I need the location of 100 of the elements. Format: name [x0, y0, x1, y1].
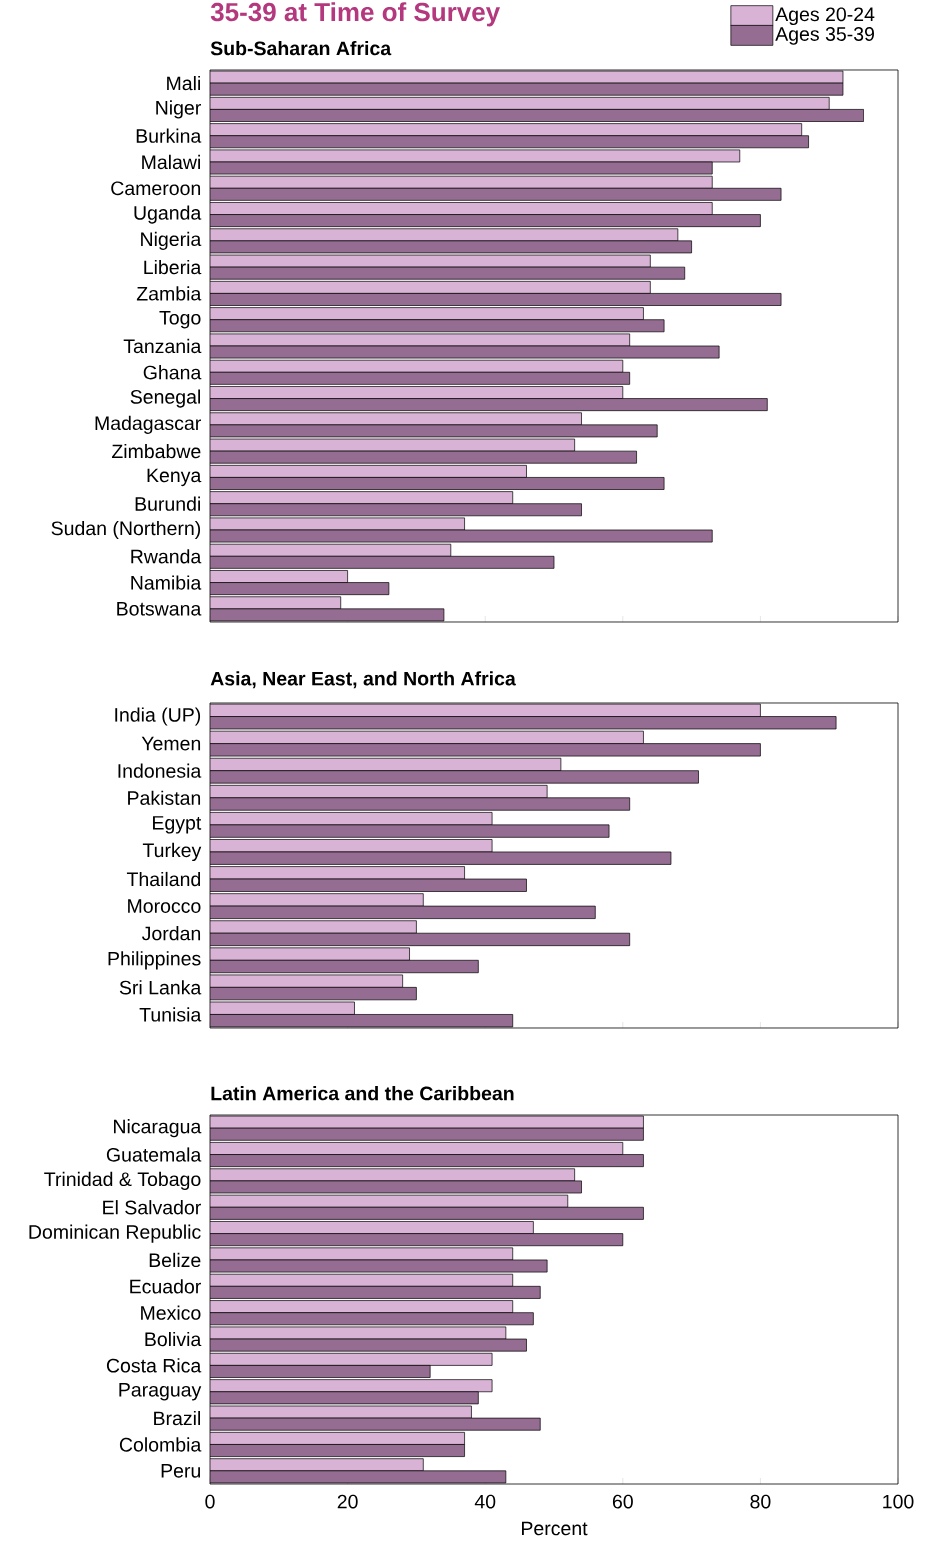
- y-tick-label: Rwanda: [131, 549, 202, 564]
- bar: [210, 464, 527, 478]
- y-tick-label: Malawi: [142, 154, 200, 170]
- bar: [210, 1285, 541, 1299]
- x-axis-title: Percent: [522, 1521, 588, 1536]
- y-tick-label: Morocco: [128, 899, 201, 913]
- y-tick-label: Nicaragua: [114, 1119, 202, 1138]
- bar: [210, 187, 782, 201]
- y-tick-label: Peru: [161, 1464, 200, 1478]
- bar: [210, 947, 410, 961]
- bar: [210, 1273, 514, 1287]
- bar: [210, 555, 555, 569]
- bar: [210, 135, 809, 149]
- bar: [210, 1300, 514, 1314]
- x-tick-label: 0: [205, 1494, 215, 1509]
- chart-subtitle: Sub-Saharan Africa: [210, 41, 392, 56]
- y-tick-label: Ecuador: [130, 1279, 201, 1294]
- y-tick-label: Zambia: [136, 286, 202, 301]
- bar: [210, 1168, 575, 1182]
- bar: [210, 570, 348, 583]
- y-tick-label: Sudan (Northern): [51, 520, 201, 540]
- bar: [210, 770, 699, 784]
- bar: [210, 1127, 644, 1141]
- bar: [210, 450, 637, 464]
- y-tick-label: Pakistan: [128, 790, 201, 805]
- bar: [210, 1391, 479, 1405]
- legend-label: Ages 20-24: [775, 7, 875, 26]
- y-tick-label: Kenya: [147, 468, 202, 487]
- y-tick-label: Brazil: [154, 1410, 200, 1426]
- bar: [210, 266, 686, 280]
- bar: [210, 1116, 644, 1129]
- bar: [210, 503, 582, 517]
- y-tick-label: Indonesia: [118, 763, 202, 778]
- y-tick-label: Namibia: [131, 575, 202, 590]
- y-tick-label: Madagascar: [95, 415, 201, 434]
- bar: [210, 359, 624, 373]
- chart-title: 35-39 at Time of Survey: [210, 2, 501, 27]
- bar: [210, 1352, 493, 1366]
- chart-title: Latin America and the Caribbean: [211, 1086, 514, 1101]
- bar: [210, 1444, 465, 1457]
- bar: [210, 293, 782, 306]
- x-tick-label: 20: [337, 1494, 358, 1509]
- y-tick-label: Liberia: [144, 259, 202, 275]
- bar: [210, 82, 844, 96]
- y-tick-label: Cameroon: [111, 181, 201, 196]
- y-tick-label: Tanzania: [123, 338, 202, 354]
- bar: [210, 1365, 431, 1378]
- bar: [210, 1206, 644, 1220]
- y-tick-label: Niger: [156, 100, 201, 119]
- y-tick-label: Sri Lanka: [119, 980, 202, 995]
- x-tick-label: 100: [883, 1494, 914, 1509]
- x-tick-label: 40: [474, 1494, 496, 1509]
- legend-label: Ages 35-39: [775, 27, 874, 45]
- bar: [210, 543, 452, 557]
- bar: [210, 228, 679, 242]
- bar: [210, 319, 665, 333]
- bar: [210, 424, 658, 438]
- y-tick-label: Trinidad & Tobago: [44, 1171, 201, 1190]
- bar: [210, 1312, 534, 1326]
- y-tick-label: Zimbabwe: [111, 443, 201, 459]
- bar: [210, 491, 514, 505]
- bar: [210, 797, 631, 811]
- bar: [210, 398, 768, 412]
- x-tick-label: 80: [750, 1494, 771, 1509]
- bar: [210, 386, 624, 399]
- bar: [210, 280, 651, 294]
- y-tick-label: Bolivia: [145, 1331, 202, 1347]
- y-tick-label: Togo: [159, 310, 201, 329]
- bar: [210, 477, 665, 490]
- y-tick-label: Burundi: [135, 496, 200, 511]
- bar: [210, 214, 761, 227]
- bar: [210, 920, 417, 934]
- y-tick-label: Jordan: [141, 926, 201, 941]
- y-tick-label: Belize: [149, 1252, 201, 1268]
- y-tick-label: Guatemala: [106, 1147, 202, 1162]
- bar: [210, 202, 713, 215]
- y-tick-label: Burkina: [136, 128, 202, 143]
- y-tick-label: Botswana: [117, 602, 202, 616]
- chart-title: Asia, Near East, and North Africa: [210, 671, 516, 689]
- bar: [210, 123, 803, 137]
- x-tick-label: 60: [612, 1494, 633, 1509]
- bar: [210, 109, 864, 122]
- bar: [210, 307, 644, 321]
- y-tick-label: Mexico: [141, 1305, 201, 1320]
- y-tick-label: Ghana: [143, 365, 202, 380]
- bar: [210, 1379, 493, 1393]
- y-tick-label: Philippines: [108, 951, 201, 970]
- bar: [210, 240, 692, 254]
- bar: [210, 1154, 644, 1168]
- bar: [210, 175, 713, 189]
- bar: [210, 412, 582, 426]
- y-tick-label: Tunisia: [139, 1007, 202, 1022]
- bar: [210, 1142, 624, 1155]
- bar: [210, 371, 631, 385]
- y-tick-label: Nigeria: [141, 231, 202, 250]
- bar: [210, 582, 390, 596]
- y-tick-label: Paraguay: [119, 1383, 202, 1401]
- y-tick-label: El Salvador: [103, 1200, 201, 1215]
- y-tick-label: Yemen: [141, 736, 201, 751]
- bar: [210, 1431, 465, 1445]
